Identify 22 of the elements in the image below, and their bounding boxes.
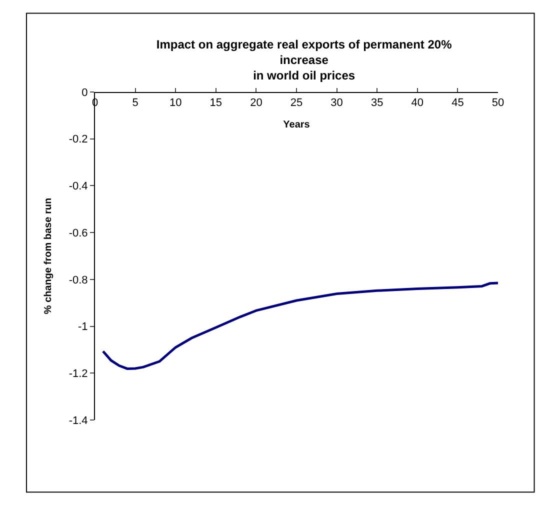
- y-tick-label: -1.2: [68, 368, 88, 380]
- x-tick-label: 25: [290, 97, 303, 110]
- x-tick-label: 35: [370, 97, 384, 110]
- x-tick-label: 50: [492, 97, 504, 110]
- y-tick-label: -0.8: [68, 274, 88, 286]
- x-tick-label: 45: [452, 97, 464, 110]
- y-axis-title: % change from base run: [42, 198, 54, 314]
- x-tick-label: 10: [169, 97, 182, 110]
- x-tick-label: 5: [132, 97, 138, 110]
- y-tick-label: -0.4: [68, 180, 88, 193]
- y-tick-label: -0.6: [68, 227, 88, 240]
- line-series: [102, 282, 498, 370]
- y-tick-label: -0.2: [68, 134, 88, 146]
- chart-title: Impact on aggregate real exports of permanent 20% increase in world oil prices: [156, 37, 452, 82]
- y-tick-label: -1: [78, 321, 88, 334]
- x-tick-label: 30: [330, 97, 343, 110]
- x-axis-title: Years: [283, 120, 310, 131]
- x-tick-label: 20: [250, 97, 262, 110]
- x-tick-label: 40: [411, 97, 424, 110]
- y-tick-label: -1.4: [68, 414, 88, 427]
- x-tick-label: 15: [210, 97, 222, 110]
- y-tick-label: 0: [82, 86, 88, 99]
